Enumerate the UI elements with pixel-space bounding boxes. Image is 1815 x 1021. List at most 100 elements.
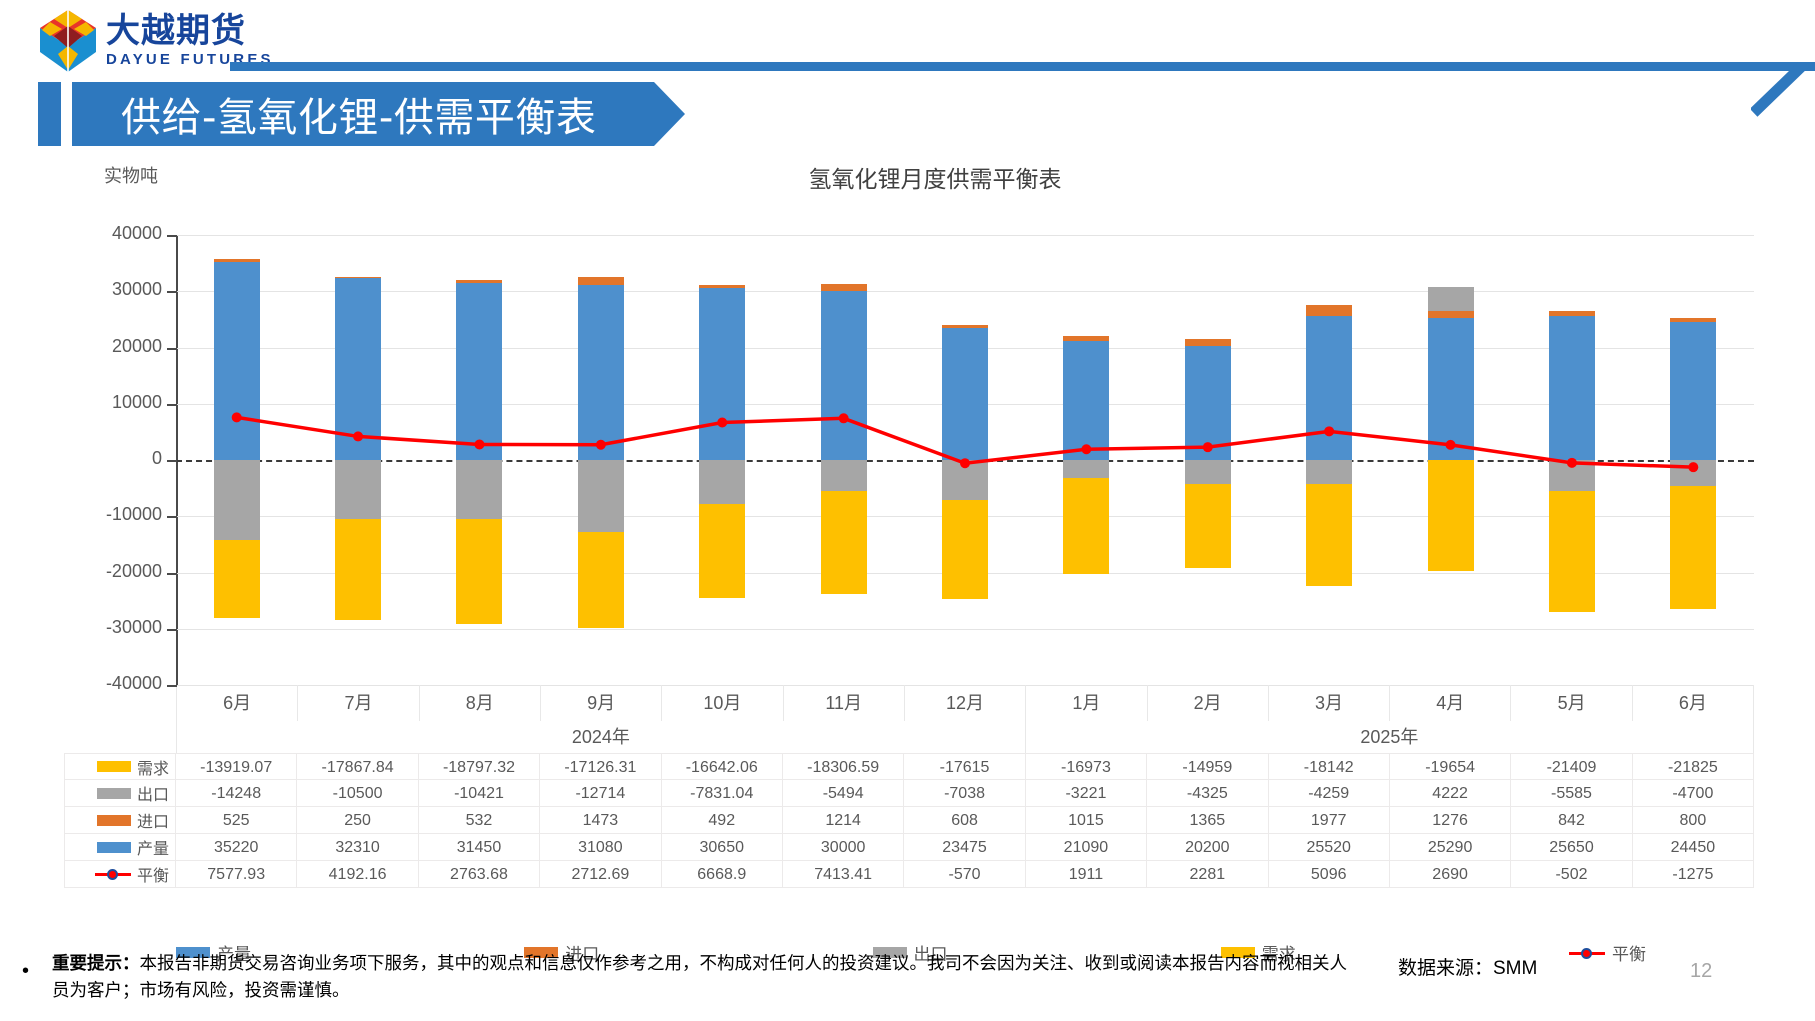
- bar-segment-import: [1427, 310, 1474, 318]
- bar-segment-import: [820, 284, 867, 292]
- data-table-cell: 842: [1511, 807, 1633, 833]
- bar-column: [1390, 235, 1511, 685]
- data-table-cell: -5494: [783, 780, 905, 806]
- data-table-cell: 21090: [1026, 834, 1148, 860]
- legend-item-label: 出口: [913, 945, 948, 964]
- data-table-cell: 2281: [1147, 861, 1269, 887]
- legend-item[interactable]: 出口: [872, 940, 1221, 965]
- balance-line-marker: [1445, 439, 1456, 450]
- data-table-row-label: 出口: [136, 787, 169, 804]
- legend-item-label: 进口: [565, 945, 600, 964]
- legend-item-label: 需求: [1261, 945, 1296, 964]
- bar-segment-production: [456, 283, 503, 460]
- data-table-cell: 23475: [904, 834, 1026, 860]
- y-axis-tick-label: -10000: [105, 504, 162, 525]
- gridline: [176, 235, 1754, 236]
- data-table-row-header: 需求: [64, 754, 176, 779]
- bar-segment-export: [456, 460, 503, 519]
- bar-segment-import: [456, 280, 503, 284]
- bar-segment-import: [335, 276, 382, 279]
- legend-color-swatch-icon: [176, 947, 210, 958]
- bar-segment-production: [1670, 322, 1717, 460]
- legend-item[interactable]: 进口: [524, 940, 872, 965]
- data-table-cell: 30650: [662, 834, 783, 860]
- x-axis-category-cell: 8月: [420, 685, 541, 721]
- header-divider: [230, 62, 1815, 71]
- bar-column: [419, 235, 540, 685]
- bar-column: [176, 235, 297, 685]
- bar-segment-demand: [1670, 486, 1717, 610]
- bar-segment-import: [577, 276, 624, 286]
- chart-container: 实物吨 氢氧化锂月度供需平衡表 6月 7月 8月 9月 10月 11月 12月 1月 2月 3月 4…: [0, 150, 1815, 964]
- data-table-cells: 525 250 532 1473 492 1214 608 1015 1365 1977 1276 8…: [176, 807, 1755, 833]
- data-table-cell: 1276: [1390, 807, 1512, 833]
- data-table-cell: 5096: [1269, 861, 1390, 887]
- x-axis-year-cell: 2025年: [1026, 721, 1754, 753]
- data-table-cell: -17126.31: [540, 754, 662, 779]
- bar-segment-export: [335, 460, 382, 520]
- x-axis-category-cell: 10月: [662, 685, 784, 721]
- data-table-cell: 1977: [1269, 807, 1390, 833]
- legend-item[interactable]: 产量: [176, 940, 524, 965]
- data-table-cell: -4259: [1269, 780, 1390, 806]
- data-table-cell: 31080: [540, 834, 662, 860]
- y-axis-tick-label: 10000: [111, 391, 162, 412]
- data-table-cell: 1911: [1026, 861, 1148, 887]
- data-table-row: 出口 -14248 -10500 -10421 -12714 -7831.04 -5494-…: [64, 780, 1755, 807]
- bar-segment-production: [1184, 346, 1231, 460]
- y-axis-tick-label: 40000: [111, 223, 162, 243]
- balance-line-marker: [1566, 457, 1577, 468]
- bar-column: [1147, 235, 1268, 685]
- data-table-cell: -3221: [1026, 780, 1148, 806]
- data-table-row-header: 出口: [64, 780, 176, 806]
- x-axis-category-cell: 6月: [176, 685, 299, 721]
- x-axis-category-cell: 3月: [1269, 685, 1391, 721]
- data-table-cell: 4222: [1390, 780, 1512, 806]
- y-axis-tick: [167, 235, 177, 237]
- legend-item[interactable]: 需求: [1220, 940, 1569, 965]
- data-table-cell: -16642.06: [662, 754, 783, 779]
- y-axis-tick: [167, 291, 177, 294]
- data-table: 需求 -13919.07 -17867.84 -18797.32 -17126.31 -1…: [64, 753, 1755, 888]
- balance-line-marker: [231, 412, 242, 423]
- data-source-label: 数据来源：SMM: [1398, 958, 1538, 979]
- bar-segment-demand: [335, 519, 382, 620]
- data-table-cell: -17867.84: [297, 754, 419, 779]
- page-title: 供给-氢氧化锂-供需平衡表: [121, 95, 597, 141]
- bar-column: [662, 235, 783, 685]
- header-divider-tail: [1751, 62, 1815, 126]
- data-table-cells: -14248 -10500 -10421 -12714 -7831.04 -5494 -70…: [176, 780, 1755, 806]
- data-table-row-label: 需求: [136, 760, 169, 778]
- balance-line-marker: [474, 439, 485, 450]
- x-axis-category-cell: 2月: [1148, 685, 1269, 721]
- data-table-cell: 2690: [1390, 861, 1512, 887]
- plot-area: [176, 235, 1754, 686]
- legend-color-swatch-icon: [96, 761, 131, 772]
- data-table-cell: 24450: [1633, 834, 1755, 860]
- data-table-cell: -10500: [297, 780, 419, 806]
- legend-item[interactable]: 平衡: [1569, 940, 1646, 965]
- bar-segment-production: [213, 261, 260, 460]
- x-axis-category-cell: 6月: [1633, 685, 1755, 721]
- y-axis-tick-label: -40000: [105, 673, 162, 693]
- data-table-cell: -18142: [1269, 754, 1390, 779]
- data-table-cell: -7038: [904, 780, 1026, 806]
- legend-color-swatch-icon: [872, 947, 907, 958]
- data-table-cell: -14248: [176, 780, 298, 806]
- bar-segment-export: [1063, 460, 1110, 479]
- gridline: [176, 291, 1754, 293]
- data-table-cell: -16973: [1026, 754, 1148, 779]
- legend-item-label: 平衡: [1612, 945, 1646, 964]
- data-table-cell: -1275: [1633, 861, 1755, 887]
- data-table-cell: 532: [419, 807, 541, 833]
- data-table-row-header: 进口: [64, 807, 176, 833]
- x-axis-category-row: 6月 7月 8月 9月 10月 11月 12月 1月 2月 3月 4月 5月 6月: [176, 685, 1755, 721]
- y-axis-tick: [167, 516, 177, 519]
- bar-column: [1511, 235, 1632, 685]
- legend-color-swatch-icon: [1220, 947, 1255, 958]
- y-axis-tick-label: -20000: [105, 560, 162, 581]
- legend-color-swatch-icon: [96, 814, 131, 826]
- data-table-cell: 25290: [1390, 834, 1512, 860]
- data-table-row: 进口 525 250 532 1473 492 1214 608 1015 1365 1977 127…: [64, 807, 1755, 834]
- data-table-cell: 4192.16: [297, 861, 419, 887]
